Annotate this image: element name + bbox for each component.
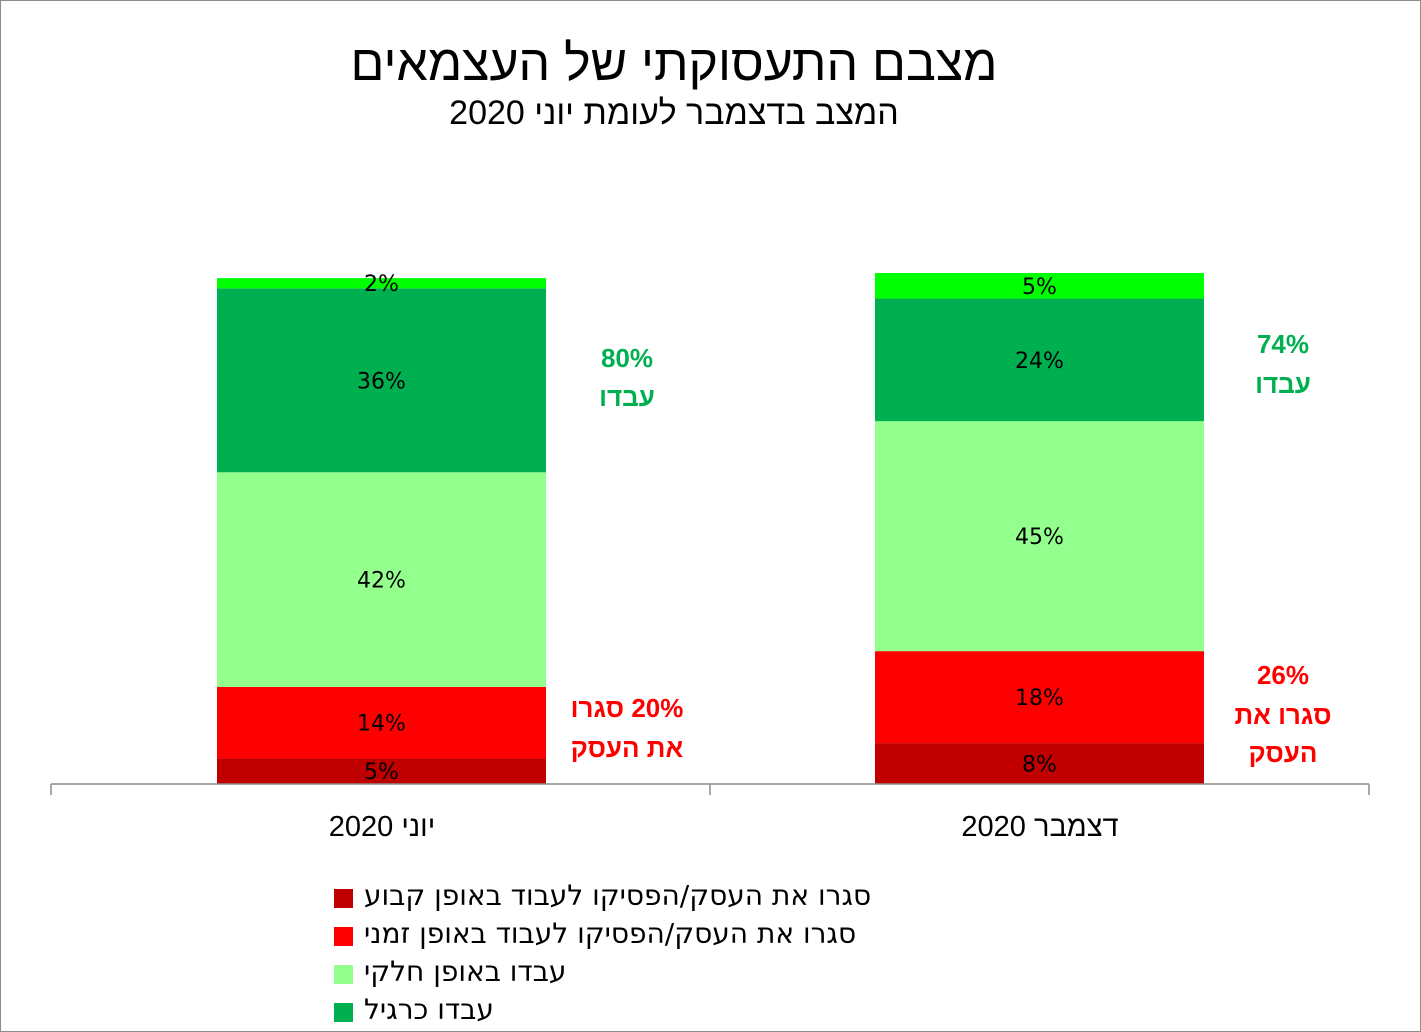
data-label: 18%	[1015, 686, 1064, 711]
data-label: 8%	[1022, 753, 1057, 778]
bar-segment	[875, 743, 1204, 784]
data-label: 24%	[1015, 349, 1064, 374]
legend-swatch	[334, 927, 353, 946]
summary-annotation: העסק	[1249, 738, 1318, 768]
summary-annotation: 80%	[601, 343, 653, 373]
bar-segment	[217, 288, 546, 473]
bar-segment	[875, 298, 1204, 422]
bar-segment	[875, 421, 1204, 652]
bar-segment	[875, 273, 1204, 299]
bar-segment	[217, 278, 546, 289]
chart-legend: סגרו את העסק/הפסיקו לעבוד באופן קבוע סגר…	[334, 876, 954, 1028]
summary-annotation: 26%	[1257, 660, 1309, 690]
data-label: 2%	[364, 272, 399, 297]
summary-annotation: עבדו	[599, 382, 655, 412]
summary-annotation: 20% סגרו	[571, 693, 684, 723]
summary-annotation: עבדו	[1255, 369, 1311, 399]
legend-label: סגרו את העסק/הפסיקו לעבוד באופן זמני	[364, 917, 857, 950]
summary-annotation: סגרו את	[1234, 700, 1331, 730]
legend-item-closed-temporary: סגרו את העסק/הפסיקו לעבוד באופן זמני	[334, 914, 954, 952]
bar-segment	[875, 651, 1204, 744]
data-label: 5%	[364, 760, 399, 785]
legend-label: עבדו כרגיל	[364, 993, 494, 1026]
x-tick-label: יוני 2020	[329, 811, 435, 843]
legend-label: סגרו את העסק/הפסיקו לעבוד באופן קבוע	[364, 879, 872, 912]
legend-swatch	[334, 1003, 353, 1022]
legend-swatch	[334, 889, 353, 908]
data-label: 42%	[357, 569, 406, 594]
legend-item-partial: עבדו באופן חלקי	[334, 952, 954, 990]
legend-item-closed-permanent: סגרו את העסק/הפסיקו לעבוד באופן קבוע	[334, 876, 954, 914]
bar-segment	[217, 758, 546, 784]
summary-annotation: 74%	[1257, 329, 1309, 359]
bar-segment	[217, 686, 546, 759]
summary-annotation: את העסק	[571, 733, 684, 763]
bar-segment	[217, 472, 546, 687]
chart-title: מצבם התעסוקתי של העצמאים	[350, 35, 998, 91]
legend-item-regular: עבדו כרגיל	[334, 990, 954, 1028]
data-label: 45%	[1015, 525, 1064, 550]
data-label: 5%	[1022, 275, 1057, 300]
chart-subtitle: המצב בדצמבר לעומת יוני 2020	[449, 94, 899, 132]
data-label: 14%	[357, 712, 406, 737]
x-tick-label: דצמבר 2020	[961, 811, 1118, 843]
legend-swatch	[334, 965, 353, 984]
data-label: 36%	[357, 369, 406, 394]
legend-label: עבדו באופן חלקי	[364, 955, 567, 988]
